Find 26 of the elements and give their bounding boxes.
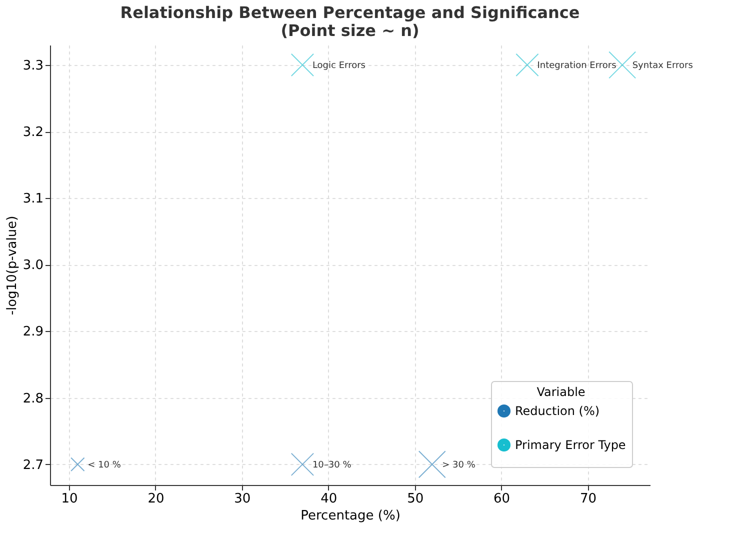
annotation: Syntax Errors bbox=[632, 60, 694, 71]
y-tick-label: 3.1 bbox=[22, 192, 44, 207]
y-tick-label: 3.2 bbox=[22, 125, 44, 140]
x-axis-title: Percentage (%) bbox=[300, 508, 400, 524]
annotation: 10–30 % bbox=[312, 460, 352, 470]
x-tick-label: 60 bbox=[494, 492, 510, 506]
y-tick-label: 3.3 bbox=[22, 58, 44, 74]
y-tick-label: 2.7 bbox=[22, 458, 44, 473]
chart-title: Relationship Between Percentage and Significance (Point size ~ n) bbox=[120, 3, 580, 40]
x-tick-label: 20 bbox=[148, 492, 164, 506]
y-tick-label: 2.8 bbox=[22, 391, 44, 406]
x-tick-label: 50 bbox=[407, 492, 424, 506]
annotation: > 30 % bbox=[442, 460, 476, 470]
x-tick-label: 10 bbox=[61, 492, 78, 506]
x-tick-label: 70 bbox=[580, 492, 597, 506]
y-tick-label: 3.0 bbox=[22, 258, 44, 274]
annotation: Integration Errors bbox=[537, 60, 617, 71]
legend-label: Reduction (%) bbox=[515, 404, 600, 418]
x-tick-label: 30 bbox=[234, 492, 251, 506]
legend-title: Variable bbox=[536, 385, 586, 399]
y-tick-label: 2.9 bbox=[22, 324, 44, 340]
annotation: Logic Errors bbox=[312, 60, 366, 71]
annotation: < 10 % bbox=[88, 460, 122, 470]
x-tick-label: 40 bbox=[320, 492, 338, 506]
y-axis-title: -log10(p-value) bbox=[4, 216, 20, 316]
legend-label: Primary Error Type bbox=[515, 438, 626, 452]
